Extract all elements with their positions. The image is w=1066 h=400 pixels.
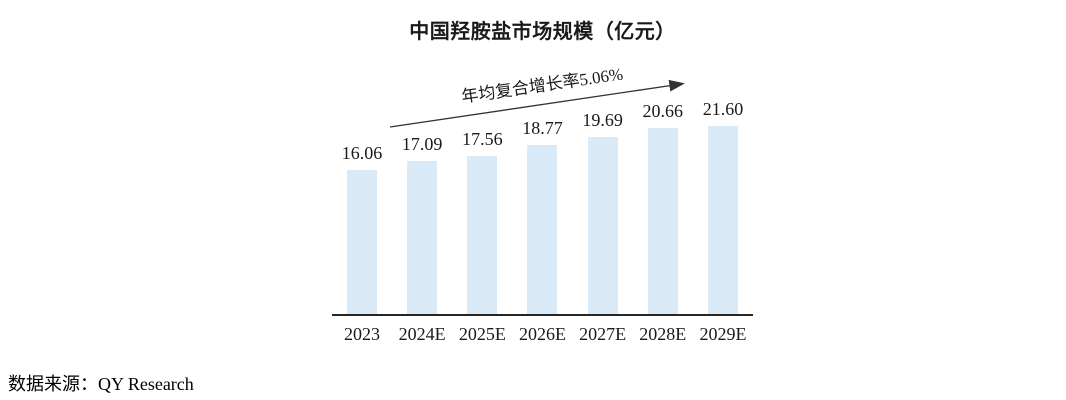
cagr-trend-arrow-icon: [389, 79, 685, 128]
bar-column: 18.77: [522, 100, 563, 314]
bar: [647, 128, 678, 314]
bar-value-label: 18.77: [522, 118, 563, 138]
bar-column: 17.09: [402, 100, 442, 314]
bar: [467, 156, 498, 314]
bar: [407, 161, 438, 314]
bar: [707, 126, 738, 314]
source-note: 数据来源：QY Research: [8, 374, 194, 394]
x-axis-label: 2027E: [579, 324, 627, 344]
bars-row: 16.06 17.09 17.56 18.77 19.69 20.66 21.60: [332, 100, 753, 314]
bar-value-label: 16.06: [341, 143, 383, 163]
chart-title: 中国羟胺盐市场规模（亿元）: [409, 21, 676, 43]
bar: [347, 170, 377, 314]
plot-area: 16.06 17.09 17.56 18.77 19.69 20.66 21.60: [332, 100, 753, 316]
bar: [527, 145, 558, 314]
bar-column: 17.56: [462, 100, 503, 314]
bar-column: 21.60: [703, 100, 743, 314]
x-axis-label: 2026E: [518, 324, 566, 344]
x-axis-label: 2029E: [699, 324, 747, 344]
bar-value-label: 17.09: [401, 134, 443, 154]
x-axis-labels: 2023 2024E 2025E 2026E 2027E 2028E 2029E: [332, 324, 753, 345]
bar-column: 20.66: [643, 100, 683, 314]
x-axis-label: 2024E: [398, 324, 446, 344]
bar-value-label: 21.60: [702, 99, 744, 119]
bar-column: 19.69: [582, 100, 623, 314]
x-axis-label: 2025E: [458, 324, 506, 344]
bar: [587, 137, 618, 314]
bar-value-label: 17.56: [462, 129, 503, 149]
bar-column: 16.06: [342, 100, 382, 314]
bar-value-label: 20.66: [642, 101, 684, 121]
x-axis-label: 2023: [344, 324, 380, 344]
x-axis-label: 2028E: [639, 324, 687, 344]
bar-value-label: 19.69: [582, 110, 623, 130]
